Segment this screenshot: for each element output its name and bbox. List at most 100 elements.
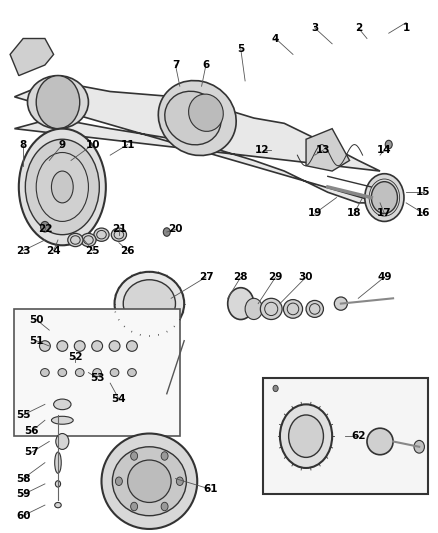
Ellipse shape	[127, 368, 136, 376]
Circle shape	[385, 140, 392, 149]
Ellipse shape	[158, 80, 236, 156]
Ellipse shape	[25, 139, 99, 235]
Text: 61: 61	[203, 484, 218, 494]
FancyBboxPatch shape	[14, 309, 180, 436]
Ellipse shape	[102, 433, 197, 529]
Text: 16: 16	[416, 208, 431, 219]
Circle shape	[116, 477, 122, 486]
Ellipse shape	[58, 368, 67, 376]
Text: 30: 30	[299, 272, 313, 282]
Ellipse shape	[39, 341, 50, 351]
Ellipse shape	[127, 341, 138, 351]
Text: 17: 17	[377, 208, 392, 219]
Ellipse shape	[113, 447, 186, 516]
Text: 19: 19	[307, 208, 322, 219]
Text: 14: 14	[377, 145, 392, 155]
Circle shape	[163, 228, 170, 236]
Text: 23: 23	[16, 246, 30, 256]
Ellipse shape	[55, 481, 60, 487]
Ellipse shape	[92, 341, 102, 351]
Ellipse shape	[111, 228, 127, 241]
Ellipse shape	[94, 228, 109, 241]
Circle shape	[41, 221, 49, 232]
Ellipse shape	[68, 233, 83, 247]
Ellipse shape	[53, 399, 71, 410]
Text: 56: 56	[25, 426, 39, 436]
Text: 22: 22	[38, 224, 52, 235]
Circle shape	[36, 76, 80, 128]
Polygon shape	[10, 38, 53, 76]
Circle shape	[371, 182, 397, 214]
Polygon shape	[14, 81, 380, 203]
Text: 12: 12	[255, 145, 270, 155]
Text: 59: 59	[16, 489, 30, 499]
Text: 54: 54	[112, 394, 126, 404]
Text: 20: 20	[168, 224, 183, 235]
Circle shape	[273, 385, 278, 392]
Ellipse shape	[306, 301, 323, 317]
Text: 15: 15	[416, 187, 431, 197]
Text: 1: 1	[403, 23, 410, 33]
Ellipse shape	[93, 368, 102, 376]
Ellipse shape	[367, 428, 393, 455]
Ellipse shape	[110, 368, 119, 376]
Text: 7: 7	[172, 60, 179, 70]
Circle shape	[131, 502, 138, 511]
Text: 25: 25	[85, 246, 100, 256]
Ellipse shape	[115, 272, 184, 335]
Circle shape	[414, 440, 424, 453]
Text: 6: 6	[202, 60, 209, 70]
Text: 13: 13	[316, 145, 331, 155]
Circle shape	[131, 452, 138, 460]
Ellipse shape	[51, 416, 73, 424]
Text: 28: 28	[233, 272, 248, 282]
Text: 57: 57	[25, 447, 39, 457]
Ellipse shape	[74, 341, 85, 351]
Text: 58: 58	[16, 474, 30, 483]
Text: 27: 27	[198, 272, 213, 282]
Text: 55: 55	[16, 410, 30, 420]
Ellipse shape	[283, 300, 303, 318]
Ellipse shape	[127, 460, 171, 503]
Circle shape	[161, 502, 168, 511]
Ellipse shape	[19, 128, 106, 245]
Circle shape	[177, 477, 184, 486]
Ellipse shape	[57, 341, 68, 351]
Ellipse shape	[245, 298, 262, 319]
Polygon shape	[306, 128, 350, 171]
FancyBboxPatch shape	[262, 378, 428, 495]
Text: 24: 24	[46, 246, 61, 256]
Ellipse shape	[41, 368, 49, 376]
Text: 5: 5	[237, 44, 244, 54]
Ellipse shape	[75, 368, 84, 376]
Ellipse shape	[365, 174, 404, 221]
Ellipse shape	[334, 297, 347, 310]
Ellipse shape	[55, 503, 61, 508]
Text: 52: 52	[68, 352, 83, 361]
Ellipse shape	[280, 405, 332, 468]
Text: 4: 4	[272, 34, 279, 44]
Text: 62: 62	[351, 431, 366, 441]
Text: 2: 2	[355, 23, 362, 33]
Ellipse shape	[51, 171, 73, 203]
Ellipse shape	[189, 94, 223, 131]
Ellipse shape	[289, 415, 323, 457]
Text: 29: 29	[268, 272, 283, 282]
Ellipse shape	[228, 288, 254, 319]
Text: 10: 10	[85, 140, 100, 150]
Text: 49: 49	[377, 272, 392, 282]
Text: 26: 26	[120, 246, 135, 256]
Ellipse shape	[260, 298, 282, 319]
Text: 50: 50	[29, 314, 43, 325]
Text: 51: 51	[29, 336, 43, 346]
Ellipse shape	[123, 280, 176, 327]
Circle shape	[161, 452, 168, 460]
Text: 11: 11	[120, 140, 135, 150]
Text: 8: 8	[20, 140, 27, 150]
Ellipse shape	[81, 233, 96, 247]
Text: 60: 60	[16, 511, 30, 521]
Ellipse shape	[55, 452, 61, 473]
Text: 53: 53	[90, 373, 104, 383]
Text: 9: 9	[59, 140, 66, 150]
Ellipse shape	[28, 76, 88, 128]
